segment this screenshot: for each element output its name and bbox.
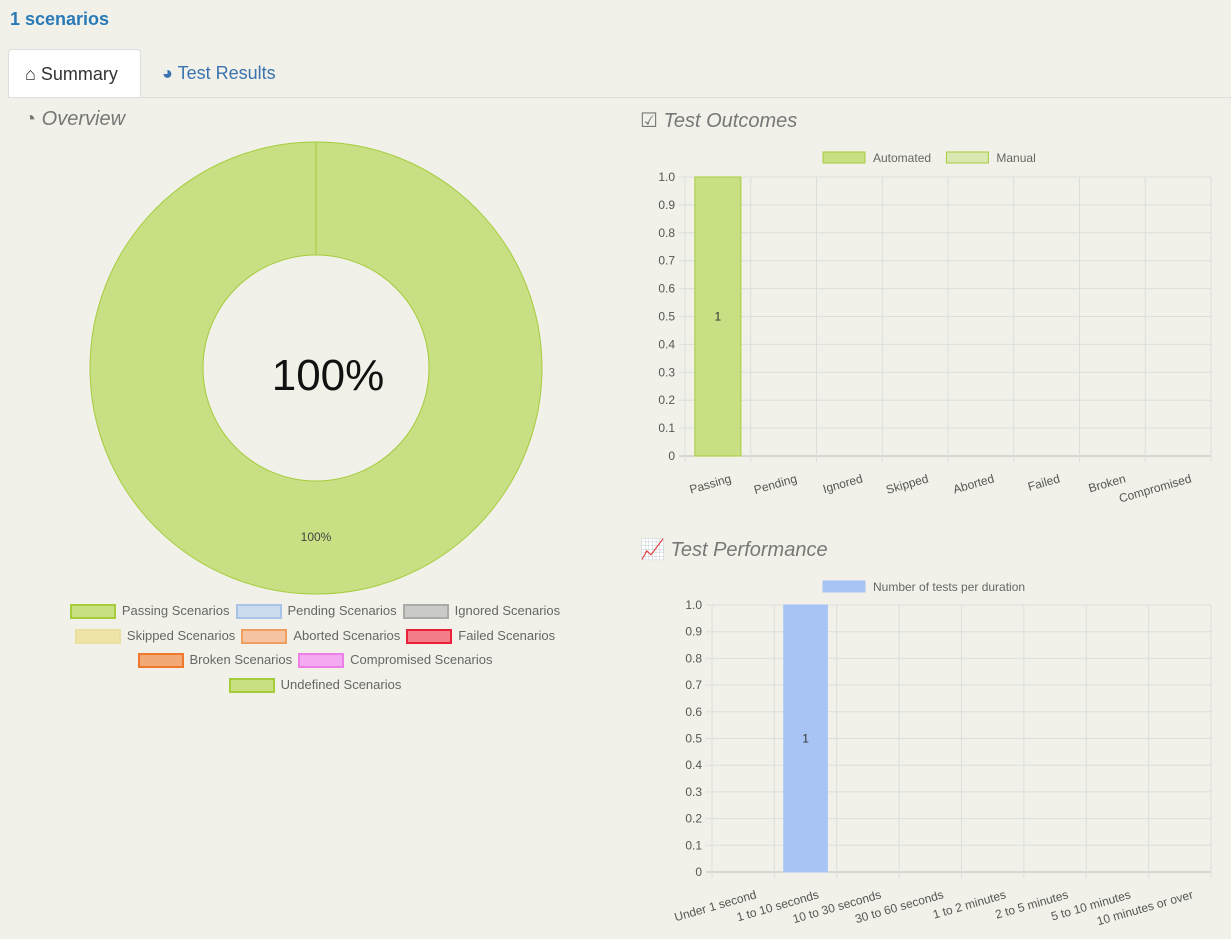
overview-legend: Passing Scenarios Pending Scenarios Ignore… bbox=[40, 603, 590, 701]
legend-label[interactable]: Automated bbox=[873, 151, 931, 165]
legend-swatch bbox=[74, 628, 121, 644]
y-tick-label: 0.6 bbox=[658, 282, 675, 296]
performance-heading: 📈 Test Performance bbox=[640, 537, 828, 562]
line-chart-icon: 📈 bbox=[640, 539, 665, 561]
bar-data-label: 1 bbox=[715, 310, 722, 324]
y-tick-label: 0.6 bbox=[685, 705, 702, 719]
y-tick-label: 0.4 bbox=[685, 758, 702, 772]
x-tick-label: Pending bbox=[752, 471, 798, 497]
donut-slice-passing[interactable] bbox=[89, 141, 543, 595]
legend-item[interactable]: Pending Scenarios bbox=[235, 603, 397, 620]
legend-label[interactable]: Manual bbox=[996, 151, 1035, 165]
tab-bar: ⌂ Summary ◕ Test Results bbox=[8, 49, 1231, 98]
legend-label: Ignored Scenarios bbox=[454, 603, 561, 618]
page-title: 1 scenarios bbox=[10, 9, 110, 29]
legend-item[interactable]: Skipped Scenarios bbox=[74, 627, 236, 644]
y-tick-label: 1.0 bbox=[658, 170, 675, 184]
legend-swatch bbox=[69, 604, 116, 620]
y-tick-label: 0.9 bbox=[658, 198, 675, 212]
y-tick-label: 0.1 bbox=[685, 838, 702, 852]
y-tick-label: 0.8 bbox=[685, 651, 702, 665]
legend-item[interactable]: Passing Scenarios bbox=[69, 603, 230, 620]
legend-label: Pending Scenarios bbox=[287, 603, 397, 618]
y-tick-label: 0.7 bbox=[685, 678, 702, 692]
y-tick-label: 0.3 bbox=[658, 365, 675, 379]
legend-label: Aborted Scenarios bbox=[293, 627, 401, 643]
legend-item[interactable]: Compromised Scenarios bbox=[298, 652, 493, 669]
overview-donut-chart: 100% 100% bbox=[89, 141, 543, 595]
test-outcomes-chart: Automated Manual 0 0.1 0.2 0.3 0.4 0.5 0.6 0.7 0.8… bbox=[658, 151, 1212, 505]
tab-summary[interactable]: ⌂ Summary bbox=[8, 49, 141, 97]
x-tick-label: Passing bbox=[688, 471, 733, 496]
legend-swatch bbox=[298, 653, 345, 669]
y-tick-label: 0.9 bbox=[685, 625, 702, 639]
legend-label[interactable]: Number of tests per duration bbox=[873, 580, 1025, 594]
legend-item[interactable]: Broken Scenarios bbox=[137, 652, 293, 669]
tab-label: Summary bbox=[40, 64, 118, 84]
legend-swatch bbox=[822, 580, 866, 593]
x-tick-label: Failed bbox=[1026, 471, 1061, 493]
legend-row: Skipped Scenarios Aborted Scenarios Failed… bbox=[40, 628, 590, 653]
outcomes-heading: ☑ Test Outcomes bbox=[640, 108, 797, 133]
x-tick-label: Skipped bbox=[884, 471, 930, 496]
legend-label: Passing Scenarios bbox=[121, 603, 230, 618]
legend-item[interactable]: Undefined Scenarios bbox=[228, 676, 402, 693]
y-tick-label: 0.8 bbox=[658, 226, 675, 240]
y-tick-label: 0.3 bbox=[685, 785, 702, 799]
y-tick-label: 0.1 bbox=[658, 421, 675, 435]
slice-label: 100% bbox=[301, 530, 332, 544]
checkbox-icon: ☑ bbox=[640, 110, 658, 132]
y-tick-label: 1.0 bbox=[685, 598, 702, 612]
dashboard-icon: ◕ bbox=[162, 63, 173, 83]
y-tick-label: 0 bbox=[668, 449, 675, 463]
legend-swatch bbox=[402, 604, 449, 620]
legend-swatch bbox=[945, 151, 989, 164]
y-tick-label: 0.5 bbox=[685, 732, 702, 746]
legend-label: Broken Scenarios bbox=[189, 652, 293, 667]
x-tick-label: Aborted bbox=[951, 471, 995, 496]
legend-swatch bbox=[235, 604, 282, 620]
tab-label: Test Results bbox=[177, 63, 276, 83]
y-tick-label: 0.7 bbox=[658, 254, 675, 268]
outcomes-title: Test Outcomes bbox=[663, 110, 798, 132]
y-tick-label: 0.4 bbox=[658, 337, 675, 351]
legend-item[interactable]: Ignored Scenarios bbox=[402, 603, 561, 620]
overview-title: Overview bbox=[41, 108, 126, 130]
test-performance-chart: Number of tests per duration 0 0.1 0.2 0.3 0.… bbox=[673, 580, 1212, 928]
legend-item[interactable]: Aborted Scenarios bbox=[241, 628, 400, 644]
legend-row: Passing Scenarios Pending Scenarios Ignore… bbox=[40, 603, 590, 628]
legend-swatch bbox=[241, 628, 288, 644]
legend-row: Undefined Scenarios bbox=[40, 677, 590, 702]
tab-test-results[interactable]: ◕ Test Results bbox=[146, 49, 292, 97]
overview-heading: ◔ Overview bbox=[24, 108, 125, 131]
legend-label: Skipped Scenarios bbox=[126, 627, 236, 643]
legend-swatch bbox=[822, 151, 866, 164]
legend-swatch bbox=[228, 677, 275, 693]
y-tick-label: 0.2 bbox=[658, 393, 675, 407]
legend-item[interactable]: Failed Scenarios bbox=[406, 628, 555, 644]
performance-title: Test Performance bbox=[670, 539, 828, 561]
x-tick-label: Ignored bbox=[821, 471, 864, 496]
pie-chart-icon: ◔ bbox=[24, 108, 37, 130]
legend-label: Compromised Scenarios bbox=[350, 652, 493, 667]
bar[interactable] bbox=[783, 604, 828, 873]
home-icon: ⌂ bbox=[25, 64, 36, 84]
y-tick-label: 0.5 bbox=[658, 310, 675, 324]
bar-data-label: 1 bbox=[802, 732, 809, 746]
donut-center-label: 100% bbox=[272, 351, 385, 400]
legend-row: Broken Scenarios Compromised Scenarios bbox=[40, 652, 590, 677]
legend-label: Failed Scenarios bbox=[458, 627, 556, 643]
x-tick-label: Compromised bbox=[1117, 471, 1193, 505]
legend-label: Undefined Scenarios bbox=[280, 676, 402, 692]
legend-swatch bbox=[137, 653, 184, 669]
legend-swatch bbox=[406, 628, 453, 644]
bar[interactable] bbox=[694, 176, 742, 457]
y-tick-label: 0 bbox=[695, 865, 702, 879]
y-tick-label: 0.2 bbox=[685, 812, 702, 826]
